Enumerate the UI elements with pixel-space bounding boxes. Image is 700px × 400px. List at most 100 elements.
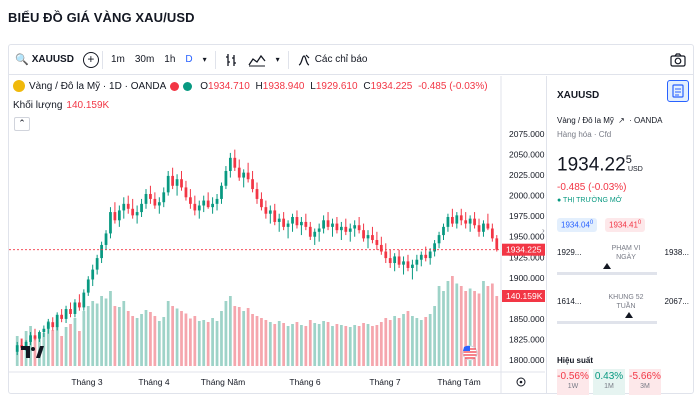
interval-30m-button[interactable]: 30m [134, 54, 155, 65]
volume-bar [268, 322, 272, 366]
camera-icon[interactable] [669, 51, 687, 69]
candle-body [433, 243, 436, 252]
toolbar-divider [214, 50, 216, 69]
time-tick-label: Tháng 6 [289, 377, 320, 387]
week52-range-marker [625, 312, 633, 318]
price-tick-label: 1825.000 [509, 334, 545, 344]
symbol-search-button[interactable]: 🔍 XAUUSD [9, 45, 79, 75]
bar-style-icon[interactable] [219, 45, 243, 75]
candle-body [122, 203, 126, 211]
bid-sup: 0 [589, 220, 594, 226]
perf-period: 1M [604, 383, 614, 390]
candle-body [291, 217, 294, 224]
performance-3m[interactable]: -5.66% 3M [629, 369, 661, 395]
axis-settings-icon[interactable] [516, 377, 526, 387]
candle-body [411, 264, 414, 268]
candle-body [455, 215, 459, 224]
performance-1m[interactable]: 0.43% 1M [593, 369, 625, 395]
us-flag-icon [462, 345, 478, 361]
tradingview-logo-icon[interactable] [21, 346, 44, 358]
performance-1w[interactable]: -0.56% 1W [557, 369, 589, 395]
volume-bar [442, 291, 445, 366]
week52-range-high: 2067... [664, 297, 689, 306]
candle-body [397, 256, 401, 265]
price-tick-label: 2025.000 [509, 170, 545, 180]
volume-bar [197, 321, 201, 366]
volume-bar [300, 325, 303, 366]
chart-type-dropdown-icon[interactable]: ▾ [275, 55, 280, 64]
candle-body [109, 212, 112, 234]
candle-body [149, 193, 152, 199]
volume-bar [450, 276, 454, 366]
price-tick-label: 1975.000 [509, 211, 545, 221]
panel-toggle-icon[interactable]: › [542, 226, 545, 235]
series-legend: Vàng / Đô la Mỹ · 1D · OANDA O1934.710 H… [13, 80, 491, 92]
candle-body [277, 218, 281, 222]
day-range-label: PHẠM VI NGÀY [611, 245, 641, 261]
candle-body [117, 210, 121, 221]
volume-bar [273, 324, 277, 366]
candle-body [215, 198, 219, 204]
indicators-button[interactable]: Các chỉ báo [292, 45, 373, 75]
candle-body [180, 179, 183, 188]
volume-bar [477, 293, 481, 366]
candle-body [197, 205, 201, 211]
volume-bar [366, 324, 370, 366]
interval-1h-button[interactable]: 1h [164, 54, 176, 65]
candle-body [490, 228, 494, 239]
candle-body [384, 251, 388, 259]
volume-bar [335, 324, 339, 366]
volume-bar [109, 291, 112, 366]
candle-body [260, 198, 263, 208]
volume-bar [322, 321, 325, 366]
indicators-label: Các chỉ báo [314, 54, 368, 65]
volume-bar [135, 318, 139, 366]
series-title: Vàng / Đô la Mỹ · 1D · OANDA [29, 80, 167, 92]
candle-body [126, 203, 130, 209]
candlestick-chart[interactable]: 2075.000 2050.000 2025.000 2000.000 1975.000… [9, 76, 545, 394]
volume-bar [486, 286, 490, 366]
volume-bar [459, 286, 463, 366]
chart-type-icon[interactable] [243, 45, 271, 75]
volume-bar [153, 316, 157, 366]
candle-body [375, 240, 379, 245]
volume-bar [379, 322, 383, 366]
candle-body [46, 322, 50, 329]
symbol-label: XAUUSD [31, 54, 74, 65]
volume-bar [51, 330, 55, 366]
details-category: Hàng hóa · Cfd [557, 130, 612, 139]
chevron-up-icon[interactable]: ⌃ [14, 117, 30, 131]
volume-bar [157, 321, 161, 366]
price-main: 1934.22 [557, 154, 626, 176]
candle-body [166, 175, 170, 193]
external-link-icon[interactable]: ↗ [618, 116, 625, 125]
interval-1m-button[interactable]: 1m [110, 54, 125, 65]
candle-body [313, 231, 317, 237]
volume-bar [255, 316, 259, 366]
compare-add-icon[interactable]: + [82, 51, 99, 68]
candle-body [344, 226, 348, 232]
volume-bar [91, 301, 95, 366]
volume-bar [42, 333, 46, 366]
volume-bar [113, 306, 117, 366]
volume-bar [131, 316, 135, 366]
candle-body [211, 203, 214, 208]
candle-body [193, 203, 197, 211]
exchange-text: OANDA [634, 116, 663, 125]
candle-body [24, 341, 28, 348]
week52-range-low: 1614... [557, 297, 582, 306]
volume-bar [46, 321, 50, 366]
candle-body [51, 322, 55, 328]
interval-dropdown-icon[interactable]: ▾ [202, 55, 207, 64]
details-list-icon[interactable] [667, 80, 689, 102]
volume-bar [233, 306, 237, 366]
volume-bar [344, 326, 348, 366]
candle-body [379, 244, 383, 252]
interval-d-button[interactable]: D [185, 54, 193, 65]
toolbar-divider [287, 50, 289, 69]
volume-bar [162, 317, 166, 366]
time-tick-label: Tháng Năm [201, 377, 245, 387]
indicators-icon [298, 54, 310, 66]
chart-area[interactable]: 2075.000 2050.000 2025.000 2000.000 1975.000… [9, 76, 545, 394]
candle-body [264, 207, 268, 214]
